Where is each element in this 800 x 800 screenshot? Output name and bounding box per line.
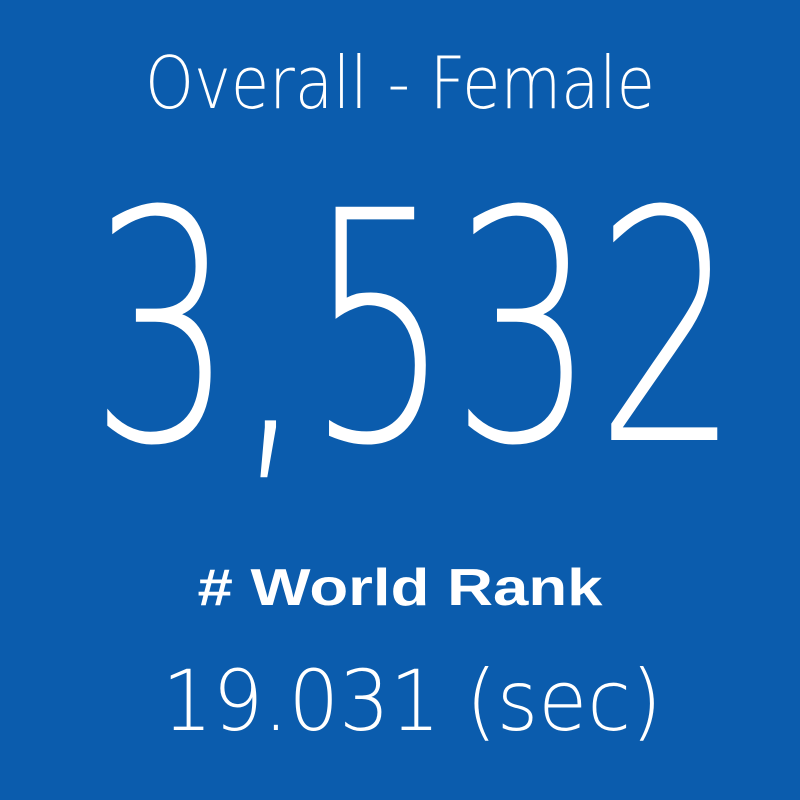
tile-title: Overall - Female bbox=[145, 41, 655, 125]
tile-time: 19.031 (sec) bbox=[162, 652, 662, 750]
tile-label: # World Rank bbox=[198, 559, 603, 617]
tile-value: 3,532 bbox=[90, 144, 740, 516]
